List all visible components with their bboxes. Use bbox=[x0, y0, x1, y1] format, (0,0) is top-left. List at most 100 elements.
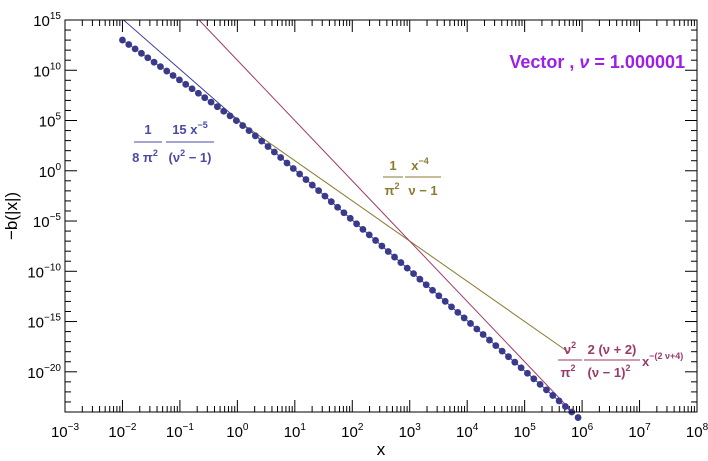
formula-large-x-num1-text: ν bbox=[564, 342, 571, 357]
x-tick-exponent: 6 bbox=[588, 422, 594, 433]
y-tick-exponent: 5 bbox=[55, 112, 61, 123]
formula-small-x-den2-sup: 2 bbox=[180, 148, 185, 158]
formula-small-x-den1-text: 8 π bbox=[132, 150, 153, 165]
data-point bbox=[517, 364, 525, 372]
x-axis-title: x bbox=[377, 440, 386, 459]
data-point bbox=[321, 192, 329, 200]
y-tick-exponent: −10 bbox=[44, 262, 61, 273]
y-tick-base: 10 bbox=[27, 365, 44, 382]
annotation-value: 1.000001 bbox=[610, 52, 685, 72]
y-tick-exponent: 10 bbox=[50, 61, 62, 72]
formula-large-x-den1-text: π bbox=[561, 365, 571, 380]
data-point bbox=[334, 203, 342, 211]
formula-large-x-num1: ν2 bbox=[564, 340, 576, 357]
data-point bbox=[530, 375, 538, 383]
data-point bbox=[403, 264, 411, 272]
plot-frame bbox=[64, 19, 698, 413]
y-tick-label: 105 bbox=[39, 112, 62, 131]
data-point bbox=[441, 297, 449, 305]
annotation-eq: = bbox=[589, 52, 610, 72]
x-tick-base: 10 bbox=[51, 424, 68, 441]
x-tick-base: 10 bbox=[571, 424, 588, 441]
formula-large-x: ν2 π2 2 (ν + 2) (ν − 1)2 x−(2 ν+4) bbox=[558, 340, 683, 380]
x-tick-label: 107 bbox=[628, 422, 651, 441]
data-point bbox=[232, 117, 240, 125]
formula-small-x-num2-sup: −5 bbox=[198, 120, 208, 130]
x-tick-label: 102 bbox=[341, 422, 364, 441]
formula-intermediate-den1-sup: 2 bbox=[394, 181, 399, 191]
data-point bbox=[245, 127, 253, 135]
data-point bbox=[353, 220, 360, 228]
x-tick-label: 10−3 bbox=[51, 422, 80, 441]
data-point bbox=[150, 58, 158, 66]
data-point bbox=[435, 292, 443, 300]
data-point bbox=[131, 45, 139, 53]
x-tick-label: 103 bbox=[399, 422, 422, 441]
formula-intermediate: 1 π2 x−4 ν − 1 bbox=[383, 156, 441, 198]
data-point bbox=[188, 85, 196, 93]
data-point bbox=[138, 49, 145, 57]
annotation-nu: ν bbox=[579, 52, 589, 72]
data-point bbox=[460, 314, 468, 322]
y-tick-exponent: 0 bbox=[55, 162, 61, 173]
data-point bbox=[308, 181, 316, 189]
y-axis-title: −b(|x|) bbox=[2, 192, 21, 240]
formula-large-x-den1-sup: 2 bbox=[570, 363, 575, 373]
data-point bbox=[524, 369, 531, 377]
data-point bbox=[372, 237, 379, 244]
data-point bbox=[574, 414, 582, 421]
x-tick-label: 108 bbox=[686, 422, 708, 441]
annotation-label: Vector , ν = 1.000001 bbox=[509, 52, 685, 72]
x-tick-base: 10 bbox=[456, 424, 473, 441]
data-point bbox=[365, 231, 373, 239]
x-tick-exponent: 4 bbox=[473, 422, 479, 433]
y-tick-label: 1010 bbox=[33, 61, 61, 80]
y-tick-exponent: −20 bbox=[44, 363, 61, 374]
data-point bbox=[562, 403, 569, 410]
data-point bbox=[511, 358, 519, 366]
formula-large-x-den2: (ν − 1)2 bbox=[588, 363, 631, 380]
data-point bbox=[397, 259, 405, 266]
x-tick-label: 10−1 bbox=[166, 422, 195, 441]
annotation-prefix: Vector , bbox=[509, 52, 579, 72]
x-tick-exponent: 5 bbox=[530, 422, 536, 433]
data-point bbox=[264, 143, 272, 150]
data-point bbox=[283, 159, 291, 167]
formula-intermediate-num2: x−4 bbox=[411, 156, 429, 173]
formula-large-x-tail: x−(2 ν+4) bbox=[642, 351, 683, 369]
x-tick-label: 106 bbox=[571, 422, 594, 441]
data-point bbox=[163, 67, 171, 75]
y-tick-base: 10 bbox=[33, 13, 50, 30]
x-tick-exponent: 1 bbox=[300, 422, 306, 433]
data-point bbox=[359, 225, 367, 233]
formula-large-x-den2-sup: 2 bbox=[625, 363, 630, 373]
y-tick-label: 1015 bbox=[33, 11, 61, 30]
data-point bbox=[258, 137, 266, 145]
data-point bbox=[239, 122, 247, 129]
x-tick-exponent: 0 bbox=[243, 422, 249, 433]
formula-small-x-den2: (ν2 − 1) bbox=[169, 148, 212, 165]
y-tick-exponent: −5 bbox=[50, 212, 62, 223]
data-point bbox=[194, 89, 202, 97]
y-tick-label: 100 bbox=[39, 162, 62, 181]
formula-small-x-den2-text: (ν bbox=[169, 150, 181, 165]
formula-small-x: 1 8 π2 15 x−5 (ν2 − 1) bbox=[132, 120, 214, 165]
axis-ticks bbox=[64, 19, 698, 413]
y-tick-base: 10 bbox=[39, 164, 56, 181]
data-point bbox=[125, 41, 133, 48]
data-point bbox=[270, 148, 278, 156]
data-point bbox=[144, 54, 152, 62]
data-point bbox=[429, 286, 436, 294]
formula-small-x-num1: 1 bbox=[144, 122, 151, 137]
data-point bbox=[555, 397, 563, 405]
data-point bbox=[492, 342, 500, 350]
y-tick-label: 10−20 bbox=[27, 363, 61, 382]
data-point bbox=[340, 209, 348, 217]
formula-intermediate-den1: π2 bbox=[385, 181, 400, 198]
data-point bbox=[119, 36, 126, 44]
data-point bbox=[251, 132, 259, 140]
formula-intermediate-den1-text: π bbox=[385, 183, 395, 198]
asymptote-large_x bbox=[198, 20, 574, 412]
x-tick-base: 10 bbox=[226, 424, 243, 441]
